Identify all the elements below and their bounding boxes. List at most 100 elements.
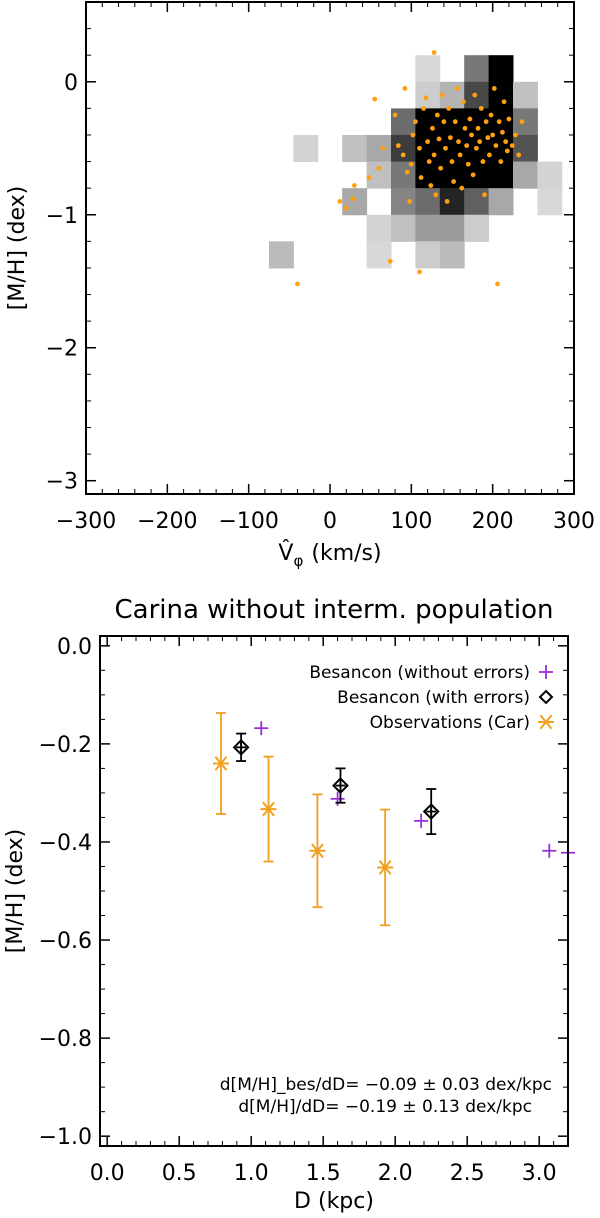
density-cell <box>366 214 392 242</box>
density-cell <box>366 241 392 269</box>
observation-point <box>260 801 277 817</box>
density-cell <box>488 81 514 109</box>
bottom-x-axis-label: D (kpc) <box>294 1189 374 1214</box>
star-point <box>417 269 422 275</box>
star-point <box>436 136 442 142</box>
density-cell <box>464 188 490 216</box>
annotation-bes-slope: d[M/H]_bes/dD= −0.09 ± 0.03 dex/kpc <box>220 1075 552 1095</box>
x-axis-symbol: V̂ <box>278 540 293 566</box>
density-cells <box>269 55 563 269</box>
density-cell <box>488 134 514 163</box>
star-point <box>395 143 401 149</box>
density-cell <box>513 134 538 163</box>
density-cell <box>366 161 392 189</box>
star-point <box>372 96 378 102</box>
star-point <box>352 183 357 188</box>
annotation-obs-slope: d[M/H]/dD= −0.19 ± 0.13 dex/kpc <box>238 1097 532 1117</box>
star-point <box>477 139 483 145</box>
star-point <box>451 179 457 184</box>
star-point <box>444 199 450 204</box>
star-point <box>464 143 470 149</box>
legend-label: Besancon (without errors) <box>309 663 530 683</box>
star-point <box>407 199 413 204</box>
density-cell <box>415 55 441 83</box>
star-point <box>509 143 515 149</box>
star-point <box>480 159 486 164</box>
star-point <box>482 192 487 198</box>
x-tick-label: 1.0 <box>234 1161 269 1186</box>
density-cell <box>464 55 490 83</box>
star-point <box>465 161 471 167</box>
star-point <box>459 185 465 191</box>
density-cell <box>342 134 368 163</box>
besancon-with-errors-center <box>426 806 437 817</box>
y-tick-label: −1.0 <box>39 1125 92 1150</box>
bottom-x-ticks: 0.0 0.5 1.0 1.5 2.0 2.5 3.0 <box>90 636 557 1186</box>
star-point <box>418 175 424 180</box>
besancon-with-errors-center <box>236 742 247 753</box>
x-tick-label: 0.5 <box>162 1161 197 1186</box>
star-point <box>400 152 406 158</box>
star-point <box>460 99 466 105</box>
density-cell <box>439 161 465 189</box>
besancon-no-errors-point <box>542 843 557 858</box>
density-cell <box>513 161 538 189</box>
x-tick-label: 3.0 <box>522 1161 557 1186</box>
star-point <box>501 99 507 105</box>
star-point <box>487 152 492 158</box>
density-cell <box>415 108 441 136</box>
star-point <box>452 119 458 125</box>
bottom-y-ticks: 0.0 −0.2 −0.4 −0.6 −0.8 −1.0 <box>39 635 568 1150</box>
star-point <box>474 145 479 151</box>
besancon-no-errors-point <box>414 813 429 828</box>
besancon-with-errors-point <box>422 803 440 820</box>
legend-marker-diamond <box>538 689 554 705</box>
star-point <box>413 119 418 125</box>
y-tick-label: −0.2 <box>39 733 92 758</box>
star-point <box>431 152 437 158</box>
density-cell <box>439 188 465 216</box>
star-point <box>343 205 349 211</box>
density-cell <box>269 241 294 269</box>
star-points <box>295 50 525 287</box>
density-cell <box>342 188 368 216</box>
x-tick-label: 2.5 <box>450 1161 485 1186</box>
x-tick-label: −100 <box>218 509 278 534</box>
x-tick-label: 1.5 <box>306 1161 341 1186</box>
star-point <box>410 132 416 138</box>
density-cell <box>488 188 514 216</box>
x-tick-label: −200 <box>137 509 197 534</box>
density-cell <box>391 188 416 216</box>
density-cell <box>391 108 416 136</box>
star-point <box>387 258 393 264</box>
y-tick-label: 0.0 <box>57 635 92 660</box>
star-point <box>462 125 468 131</box>
density-cell <box>415 214 441 242</box>
star-point <box>490 132 496 138</box>
besancon-with-errors-point <box>232 738 250 756</box>
star-point <box>350 196 356 202</box>
star-point <box>404 169 410 175</box>
star-point <box>441 119 447 125</box>
besancon-with-errors-center <box>335 780 346 791</box>
density-cell <box>439 214 465 242</box>
star-point <box>430 125 435 131</box>
observation-point <box>309 843 326 859</box>
star-point <box>503 139 509 145</box>
density-cell <box>513 108 538 136</box>
top-y-ticks: 0 −1 −2 −3 <box>46 1 574 495</box>
star-point <box>493 143 499 149</box>
observation-point <box>377 860 394 875</box>
star-point <box>504 148 510 154</box>
besancon-no-errors-point <box>330 791 345 806</box>
legend-label: Besancon (with errors) <box>337 688 530 708</box>
star-point <box>380 145 386 151</box>
star-point <box>498 159 504 164</box>
bottom-y-axis-label: [M/H] (dex) <box>3 829 28 953</box>
y-tick-label: −0.8 <box>39 1027 92 1052</box>
x-tick-label: 300 <box>553 509 595 534</box>
star-point <box>438 165 444 171</box>
star-point <box>478 105 484 111</box>
density-cell <box>488 55 514 83</box>
density-cell <box>293 134 319 163</box>
